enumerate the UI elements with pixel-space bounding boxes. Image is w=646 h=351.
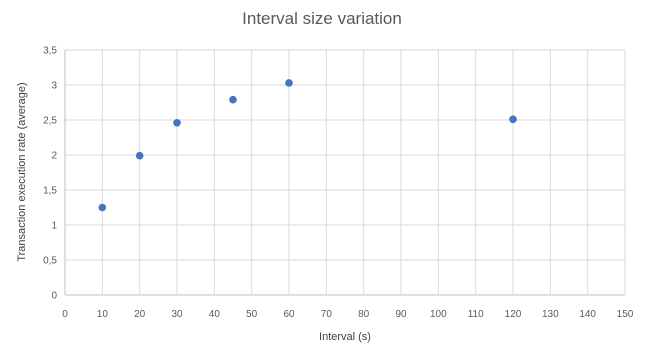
x-tick-label: 90 — [395, 309, 407, 320]
data-point — [173, 119, 181, 127]
x-tick-label: 0 — [62, 309, 68, 320]
x-tick-label: 140 — [579, 309, 596, 320]
y-axis-label: Transaction execution rate (average) — [16, 82, 28, 261]
x-tick-label: 30 — [171, 309, 183, 320]
x-tick-label: 150 — [617, 309, 634, 320]
x-tick-label: 60 — [283, 309, 295, 320]
x-tick-label: 110 — [468, 309, 484, 320]
y-tick-label: 1,5 — [43, 186, 57, 197]
y-axis-ticks: 0 0,5 1 1,5 2 2,5 3 3,5 — [43, 46, 57, 302]
data-point — [98, 203, 107, 212]
x-axis-label: Interval (s) — [319, 331, 371, 343]
y-tick-label: 1 — [51, 221, 57, 232]
x-tick-label: 10 — [97, 309, 109, 320]
y-tick-label: 2 — [51, 151, 57, 162]
y-tick-label: 3,5 — [43, 46, 57, 57]
x-tick-label: 120 — [505, 309, 522, 320]
x-tick-label: 40 — [209, 309, 221, 320]
x-tick-label: 50 — [246, 309, 258, 320]
x-axis-ticks: 0 10 20 30 40 50 60 70 80 90 100 110 120 130 140 150 — [62, 309, 634, 320]
data-point — [509, 115, 517, 124]
data-point — [285, 79, 293, 87]
data-points — [98, 79, 517, 212]
y-tick-label: 3 — [51, 81, 57, 92]
x-tick-label: 20 — [134, 309, 146, 320]
y-tick-label: 0,5 — [43, 256, 57, 267]
data-point — [135, 151, 144, 160]
x-tick-label: 80 — [358, 309, 370, 320]
chart-title: Interval size variation — [242, 9, 402, 28]
x-tick-label: 100 — [430, 309, 447, 320]
x-tick-label: 130 — [542, 309, 559, 320]
grid — [64, 49, 626, 296]
y-tick-label: 2,5 — [43, 116, 57, 127]
x-tick-label: 70 — [321, 309, 333, 320]
data-point — [229, 95, 237, 104]
y-tick-label: 0 — [51, 291, 57, 302]
